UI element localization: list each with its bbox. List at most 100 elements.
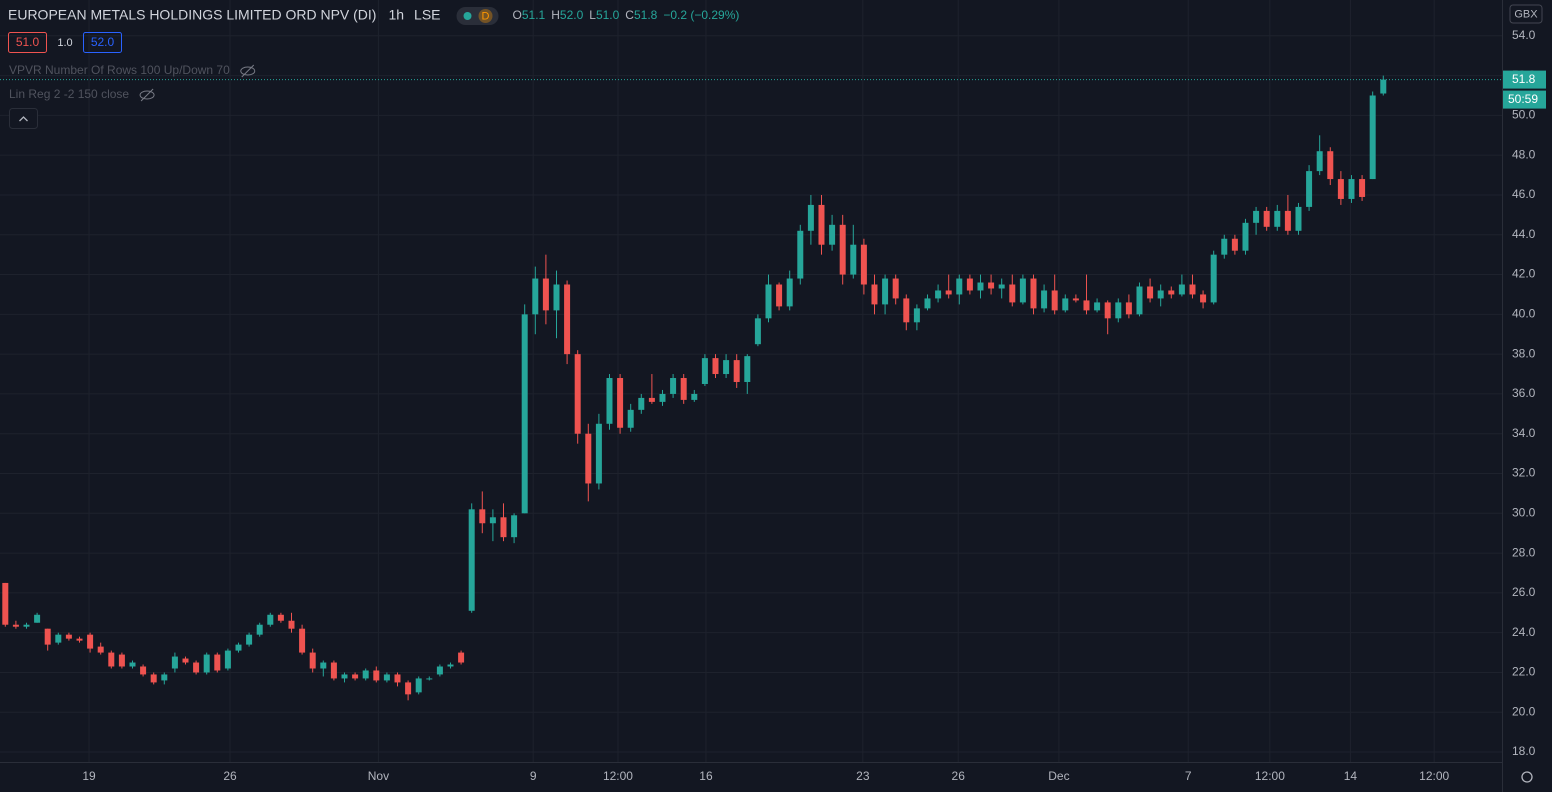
candle-body <box>415 678 422 693</box>
x-tick-label: Dec <box>1048 769 1069 783</box>
candle-body <box>617 378 624 428</box>
candle-body <box>807 204 814 231</box>
collapse-button[interactable] <box>9 108 38 129</box>
candle-body <box>118 654 125 667</box>
interval[interactable]: 1h <box>388 7 404 23</box>
candle-body <box>1380 79 1387 94</box>
last-price-box <box>1503 70 1546 89</box>
candle-body <box>320 662 327 669</box>
candle-body <box>182 658 189 663</box>
candle-body <box>744 356 751 382</box>
candle-body <box>1009 284 1016 303</box>
candle-body <box>76 638 83 641</box>
candle-body <box>447 664 454 667</box>
y-tick-label: 22.0 <box>1512 665 1536 679</box>
candle-body <box>108 652 115 667</box>
candle-body <box>680 378 687 400</box>
candle-body <box>1125 302 1132 315</box>
symbol-title[interactable]: EUROPEAN METALS HOLDINGS LIMITED ORD NPV… <box>8 7 376 23</box>
y-tick-label: 24.0 <box>1512 625 1536 639</box>
ohlc-value: 51.0 <box>596 8 620 22</box>
candle-body <box>966 278 973 291</box>
candle-body <box>34 614 41 623</box>
candle-body <box>595 423 602 484</box>
candle-body <box>193 662 200 673</box>
candle-body <box>1316 151 1323 172</box>
candle-body <box>214 654 221 671</box>
candle-body <box>97 646 104 653</box>
candle-body <box>246 634 253 645</box>
candle-body <box>627 409 634 428</box>
currency-box[interactable] <box>1509 4 1543 24</box>
candle-body <box>1019 278 1026 303</box>
ohlc-value: 51.8 <box>634 8 658 22</box>
candle-body <box>140 666 147 675</box>
candle-body <box>12 624 19 627</box>
candle-body <box>871 284 878 305</box>
candle-body <box>1178 284 1185 295</box>
candle-body <box>670 378 677 394</box>
candle-body <box>1327 151 1334 180</box>
candle-body <box>924 298 931 309</box>
candle-body <box>1200 294 1207 303</box>
candle-body <box>532 278 539 315</box>
x-tick-label: 14 <box>1344 769 1358 783</box>
candle-body <box>426 678 433 680</box>
candle-body <box>405 682 412 695</box>
delay-badge: D <box>482 10 490 22</box>
indicator-label[interactable]: VPVR Number Of Rows 100 Up/Down 70 <box>9 63 230 77</box>
candle-body <box>1221 238 1228 255</box>
candle-body <box>1348 179 1355 199</box>
candle-body <box>479 509 486 524</box>
candle-body <box>44 628 51 645</box>
candle-body <box>1072 298 1079 301</box>
candle-body <box>171 656 178 669</box>
x-tick-label: 16 <box>699 769 713 783</box>
indicator-label[interactable]: Lin Reg 2 -2 150 close <box>9 87 129 101</box>
candle-body <box>1263 210 1270 227</box>
candle-body <box>606 378 613 424</box>
candle-body <box>564 284 571 355</box>
x-tick-label: 9 <box>530 769 537 783</box>
candle-body <box>892 278 899 299</box>
hidden-eye-icon[interactable] <box>240 66 256 76</box>
hidden-eye-icon[interactable] <box>139 90 155 100</box>
x-tick-label: 26 <box>952 769 966 783</box>
candle-body <box>945 290 952 295</box>
candle-body <box>394 674 401 683</box>
settings-icon[interactable] <box>1521 771 1533 783</box>
candle-body <box>1284 210 1291 231</box>
candle-body <box>1157 290 1164 299</box>
x-tick-label: 26 <box>223 769 237 783</box>
candle-body <box>935 290 942 299</box>
hidden-eye-slash <box>140 88 154 102</box>
delay-dot <box>478 9 493 23</box>
candle-body <box>87 634 94 649</box>
y-tick-label: 44.0 <box>1512 227 1536 241</box>
ohlc-key: O <box>513 8 522 22</box>
candle-body <box>1041 290 1048 309</box>
candle-body <box>288 620 295 629</box>
candle-body <box>701 358 708 384</box>
candle-body <box>267 614 274 625</box>
ohlc-key: C <box>625 8 634 22</box>
candle-body <box>850 244 857 275</box>
candle-body <box>818 204 825 245</box>
ohlc-key: H <box>551 8 560 22</box>
bid-box[interactable] <box>8 32 47 53</box>
candle-body <box>860 244 867 285</box>
y-tick-label: 54.0 <box>1512 28 1536 42</box>
candle-body <box>309 652 316 669</box>
candle-body <box>521 314 528 514</box>
candle-body <box>373 670 380 681</box>
y-tick-label: 50.0 <box>1512 108 1536 122</box>
y-tick-label: 20.0 <box>1512 704 1536 718</box>
candle-body <box>1115 302 1122 319</box>
candle-body <box>1253 210 1260 223</box>
y-tick-label: 46.0 <box>1512 187 1536 201</box>
y-tick-label: 18.0 <box>1512 744 1536 758</box>
ask-box[interactable] <box>83 32 122 53</box>
x-tick-label: 12:00 <box>603 769 633 783</box>
candle-body <box>839 224 846 275</box>
